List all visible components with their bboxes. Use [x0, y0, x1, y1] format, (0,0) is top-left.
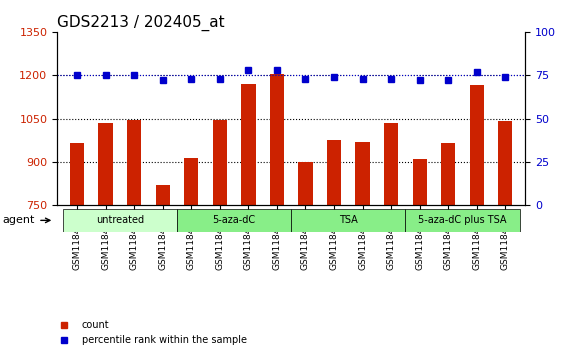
- Bar: [498, 121, 513, 354]
- Text: untreated: untreated: [96, 215, 144, 225]
- Bar: [213, 120, 227, 354]
- Bar: [299, 162, 313, 354]
- Bar: [470, 85, 484, 354]
- Bar: [155, 185, 170, 354]
- Bar: [184, 158, 199, 354]
- Text: TSA: TSA: [339, 215, 357, 225]
- Bar: [127, 120, 142, 354]
- Bar: [177, 209, 291, 232]
- Bar: [384, 123, 399, 354]
- Bar: [327, 140, 341, 354]
- Bar: [291, 209, 405, 232]
- Bar: [70, 143, 85, 354]
- Legend: count, percentile rank within the sample: count, percentile rank within the sample: [51, 316, 251, 349]
- Bar: [63, 209, 177, 232]
- Text: 5-aza-dC plus TSA: 5-aza-dC plus TSA: [419, 215, 506, 225]
- Bar: [412, 159, 427, 354]
- Bar: [356, 142, 370, 354]
- Bar: [242, 84, 256, 354]
- Bar: [441, 143, 456, 354]
- Text: agent: agent: [3, 215, 50, 225]
- Bar: [99, 123, 113, 354]
- Text: 5-aza-dC: 5-aza-dC: [212, 215, 256, 225]
- Bar: [270, 74, 284, 354]
- Text: GDS2213 / 202405_at: GDS2213 / 202405_at: [57, 14, 225, 30]
- Bar: [405, 209, 520, 232]
